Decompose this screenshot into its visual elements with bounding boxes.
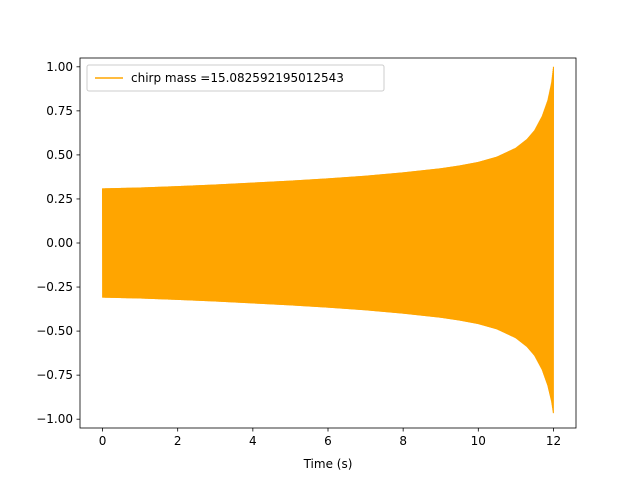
x-tick-label: 4 [249, 434, 257, 448]
legend-entry-label: chirp mass =15.082592195012543 [131, 71, 344, 85]
y-axis-ticks: 1.00 0.75 0.50 0.25 0.00 −0.25 −0.50 −0.75 −1.00 [36, 60, 80, 426]
x-axis-ticks: 0 2 4 6 8 10 12 [99, 428, 561, 448]
series-layer [102, 66, 554, 414]
y-tick-label: −1.00 [36, 412, 73, 426]
series-envelope-fill [102, 66, 554, 414]
x-axis-label: Time (s) [303, 457, 353, 471]
legend: chirp mass =15.082592195012543 [86, 64, 385, 92]
y-tick-label: 0.50 [46, 148, 73, 162]
x-tick-label: 6 [324, 434, 332, 448]
y-tick-label: −0.75 [36, 368, 73, 382]
y-tick-label: 1.00 [46, 60, 73, 74]
y-tick-label: 0.75 [46, 104, 73, 118]
x-tick-label: 2 [174, 434, 182, 448]
y-tick-label: −0.50 [36, 324, 73, 338]
x-tick-label: 12 [546, 434, 561, 448]
y-tick-label: −0.25 [36, 280, 73, 294]
y-tick-label: 0.00 [46, 236, 73, 250]
x-tick-label: 8 [399, 434, 407, 448]
x-tick-label: 10 [471, 434, 486, 448]
x-tick-label: 0 [99, 434, 107, 448]
legend-box [86, 64, 385, 92]
y-tick-label: 0.25 [46, 192, 73, 206]
